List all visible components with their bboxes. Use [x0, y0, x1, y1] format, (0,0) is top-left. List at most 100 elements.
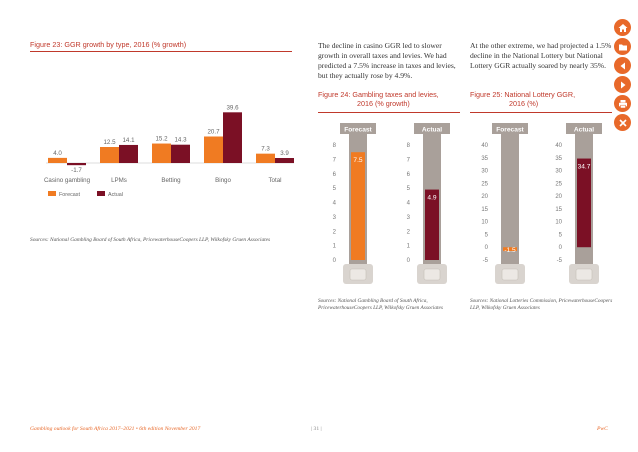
fig24-tick-label: 5 [407, 186, 411, 192]
fig23-data-label: 14.1 [122, 137, 135, 144]
fig24-header-label: Actual [422, 127, 442, 134]
fig24-tick-label: 2 [407, 229, 411, 235]
fig24-tick-label: 8 [407, 143, 411, 149]
fig23-data-label: 7.3 [261, 146, 270, 153]
fig24-tick-label: 1 [333, 244, 337, 250]
fig23-bar [171, 144, 190, 163]
fig25-tick-label: 25 [555, 181, 562, 187]
next-page-button[interactable] [614, 76, 631, 93]
fig25-tick-label: 20 [555, 194, 562, 200]
fig25-tick-label: 15 [555, 207, 562, 213]
fig25-tick-label: 0 [485, 245, 489, 251]
close-button[interactable] [614, 114, 631, 131]
fig24-tick-label: 0 [407, 258, 411, 264]
fig25-tick-label: 25 [481, 181, 488, 187]
fig23-bar [67, 163, 86, 166]
fig24-tick-label: 7 [333, 157, 337, 163]
fig23-data-label: 15.2 [155, 136, 168, 143]
fig24-tick-label: 4 [407, 201, 411, 207]
intro-left-paragraph: The decline in casino GGR led to slower … [318, 41, 456, 81]
fig24-value-label: 4.9 [427, 195, 436, 202]
fig24-title-line1: Figure 24: Gambling taxes and levies, [318, 90, 439, 99]
fig25-title-rule [470, 112, 612, 113]
fig24-tick-label: 7 [407, 157, 411, 163]
fig25-tick-label: 35 [555, 156, 562, 162]
prev-icon [620, 62, 625, 69]
fig25-tick-label: 15 [481, 207, 488, 213]
fig24-bulb-icon [349, 268, 367, 281]
fig23-legend-swatch [97, 191, 105, 196]
fig24-tick-label: 1 [407, 244, 411, 250]
fig23-data-label: -1.7 [71, 167, 82, 174]
home-button[interactable] [614, 19, 631, 36]
fig25-tick-label: 30 [481, 169, 488, 175]
fig25-tick-label: -5 [557, 258, 563, 264]
home-icon [618, 23, 627, 32]
fig23-category-label: Betting [161, 177, 181, 184]
print-button[interactable] [614, 95, 631, 112]
fig25-tube [501, 134, 519, 265]
fig25-tick-label: 10 [481, 220, 488, 226]
fig23-legend-swatch [48, 191, 56, 196]
footer-page-number: | 31 | [311, 426, 322, 432]
fig23-category-label: Bingo [215, 177, 231, 184]
fig25-header-tab [492, 123, 528, 134]
fig25-value-label: -1.5 [504, 247, 516, 254]
fig24-tick-label: 3 [407, 215, 411, 221]
next-icon [620, 81, 625, 88]
fig23-title-rule [30, 51, 292, 52]
fig25-title-line2: 2016 (%) [509, 99, 539, 108]
fig23-data-label: 20.7 [207, 129, 220, 136]
fig24-tick-label: 8 [333, 143, 337, 149]
fig24-tick-label: 2 [333, 229, 337, 235]
fig25-value-label: 34.7 [578, 164, 591, 171]
fig24-bulb-icon [423, 268, 441, 281]
fig25-tick-label: 5 [485, 232, 489, 238]
fig23-legend-label: Actual [108, 192, 123, 198]
fig23-chart: 4.0 -1.7 Casino gambling 12.5 14.1 LPMs 15.2 14… [44, 104, 294, 198]
fig24-tick-label: 4 [333, 201, 337, 207]
fig23-bar [275, 158, 294, 163]
fig25-value-bar [503, 247, 517, 252]
fig24-value-label: 7.5 [353, 157, 362, 164]
fig23-data-label: 3.9 [280, 150, 289, 157]
folder-icon [618, 44, 627, 50]
folder-button[interactable] [614, 38, 631, 55]
fig24-title-rule [318, 112, 460, 113]
fig23-bar [204, 136, 223, 163]
footer-brand: PwC [597, 426, 608, 432]
fig23-bar [119, 144, 138, 163]
fig25-source: Sources: National Lotteries Commission, … [470, 298, 613, 311]
fig23-bar [256, 153, 275, 163]
fig23-data-label: 39.6 [226, 104, 239, 111]
fig24-value-bar [351, 152, 365, 260]
print-icon [618, 99, 627, 108]
fig25-header-tab [566, 123, 602, 134]
fig24-header-tab [340, 123, 376, 134]
fig25-tick-label: 40 [481, 143, 488, 149]
fig24-tick-label: 3 [333, 215, 337, 221]
fig23-bar [100, 147, 119, 163]
fig23-bar [223, 112, 242, 163]
fig23-data-label: 14.3 [174, 137, 187, 144]
fig25-title: Figure 25: National Lottery GGR, 2016 (%… [470, 90, 575, 108]
fig23-title: Figure 23: GGR growth by type, 2016 (% g… [30, 40, 187, 49]
fig25-tick-label: 40 [555, 143, 562, 149]
fig23-data-label: 12.5 [103, 139, 116, 146]
fig23-bar [152, 143, 171, 163]
fig25-tick-label: -5 [483, 258, 489, 264]
fig24-title-line2: 2016 (% growth) [357, 99, 410, 108]
fig25-tick-label: 35 [481, 156, 488, 162]
fig23-source: Sources: National Gambling Board of Sout… [30, 237, 271, 243]
fig25-header-label: Actual [574, 127, 594, 134]
fig25-chart: Forecast 40 35 30 25 20 15 10 5 0 -5 -1.5 Actual 40 35… [481, 123, 602, 284]
fig23-category-label: LPMs [111, 177, 127, 184]
fig25-title-line1: Figure 25: National Lottery GGR, [470, 90, 576, 99]
fig24-header-tab [414, 123, 450, 134]
fig24-title: Figure 24: Gambling taxes and levies, 20… [318, 90, 439, 108]
fig24-chart: Forecast 8 7 6 5 4 3 2 1 0 7.5 Actual 8 7 6 5 4 3 2 1 0 4.9 [333, 123, 450, 284]
fig24-value-bar [425, 189, 439, 260]
footer-publication: Gambling outlook for South Africa 2017–2… [30, 426, 201, 432]
prev-page-button[interactable] [614, 57, 631, 74]
intro-right-paragraph: At the other extreme, we had projected a… [470, 41, 612, 71]
